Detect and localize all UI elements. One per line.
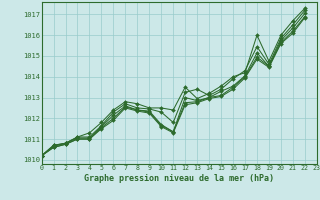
X-axis label: Graphe pression niveau de la mer (hPa): Graphe pression niveau de la mer (hPa)	[84, 174, 274, 183]
